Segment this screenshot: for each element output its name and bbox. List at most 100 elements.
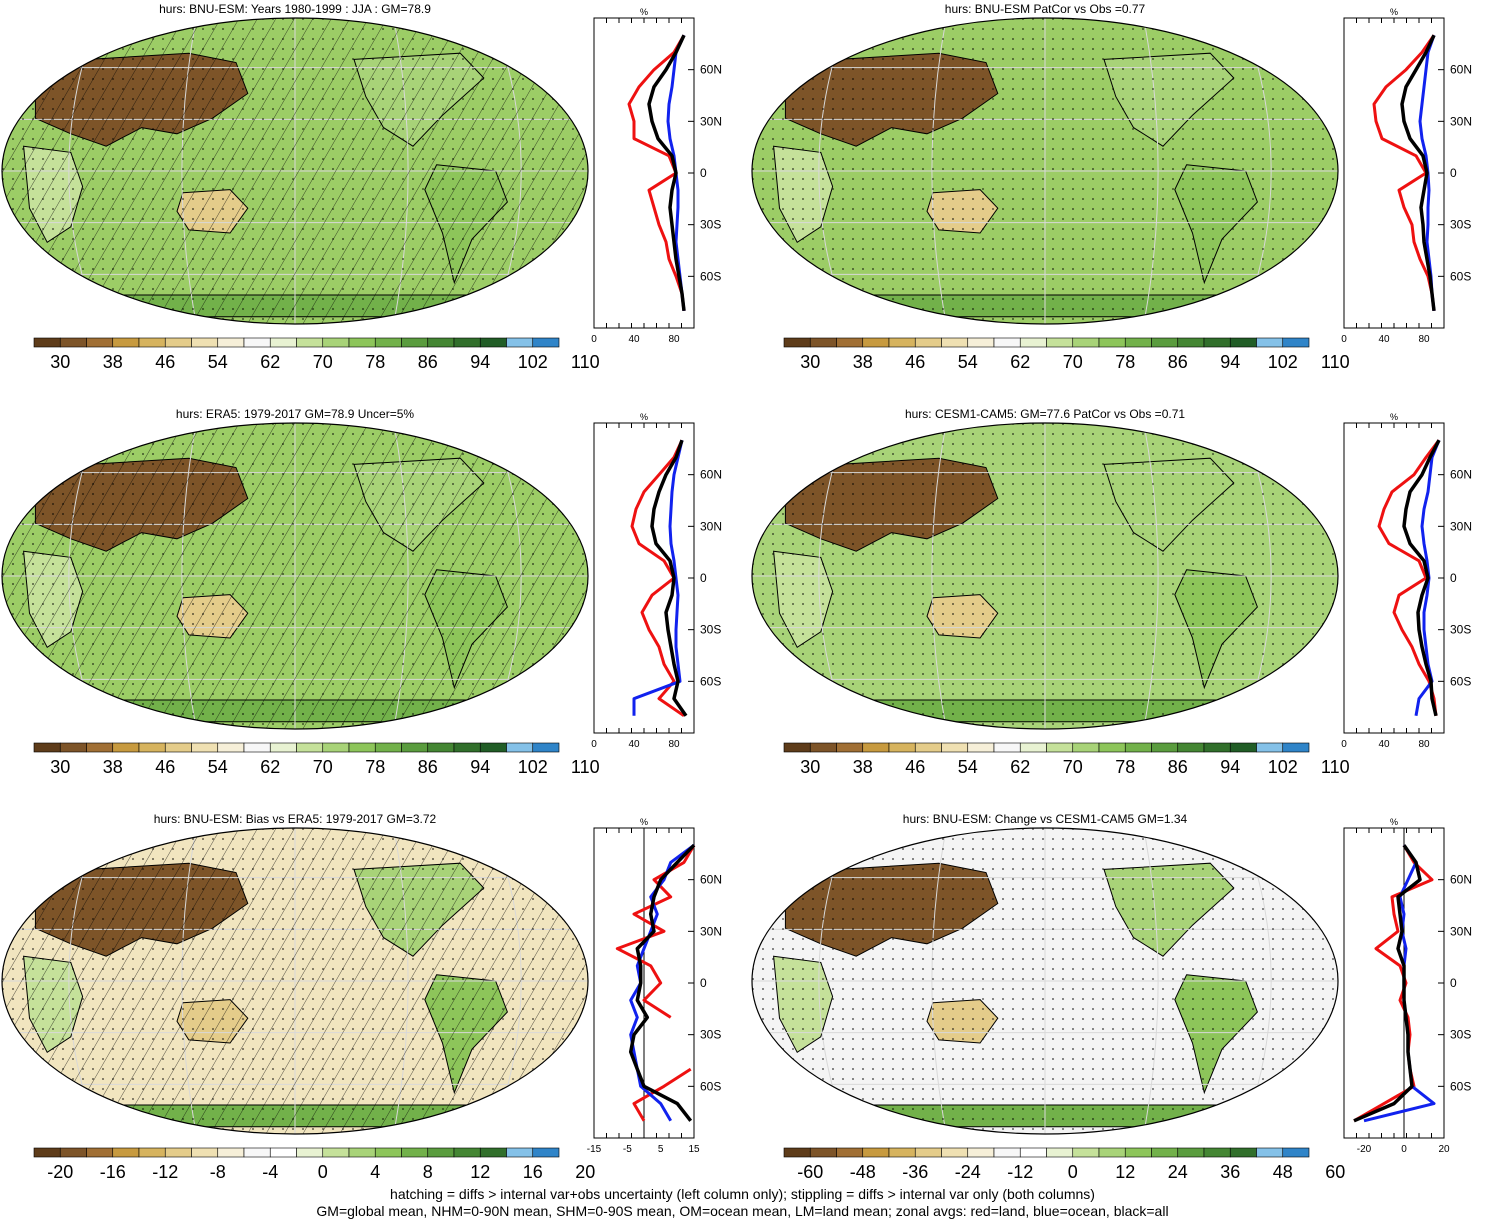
map-border bbox=[751, 827, 1339, 1135]
colorbar-label: 86 bbox=[1168, 352, 1188, 372]
colorbar-label: 38 bbox=[853, 352, 873, 372]
footer-line-1: hatching = diffs > internal var+obs unce… bbox=[390, 1186, 1095, 1202]
colorbar-swatch bbox=[112, 742, 140, 753]
robinson-map bbox=[751, 17, 1339, 325]
colorbar-swatch bbox=[532, 742, 560, 753]
zonal-lat-label: 60N bbox=[1450, 468, 1472, 482]
colorbar-label: 16 bbox=[523, 1162, 543, 1182]
map-border bbox=[1, 17, 589, 325]
zonal-unit: % bbox=[640, 817, 648, 827]
colorbar-label: 30 bbox=[50, 757, 70, 777]
zonal-lat-label: 30S bbox=[700, 1028, 721, 1042]
colorbar-swatch bbox=[427, 1147, 455, 1158]
colorbar-label: 78 bbox=[365, 352, 385, 372]
colorbar-swatch bbox=[112, 337, 140, 348]
map-border bbox=[1, 422, 589, 730]
colorbar-label: 46 bbox=[155, 757, 175, 777]
colorbar-swatch bbox=[138, 337, 166, 348]
zonal-lat-label: 60N bbox=[700, 873, 722, 887]
colorbar-swatch bbox=[138, 1147, 166, 1158]
colorbar-label: -36 bbox=[902, 1162, 928, 1182]
colorbar-swatch bbox=[33, 337, 61, 348]
colorbar-label: 0 bbox=[1068, 1162, 1078, 1182]
map-border bbox=[751, 422, 1339, 730]
colorbar-swatch bbox=[1151, 1147, 1179, 1158]
stippling-overlay bbox=[752, 828, 1338, 1134]
colorbar-swatch bbox=[427, 337, 455, 348]
colorbar-swatch bbox=[59, 1147, 87, 1158]
colorbar-swatch bbox=[138, 742, 166, 753]
colorbar-swatch bbox=[993, 337, 1021, 348]
colorbar-label: 54 bbox=[958, 352, 978, 372]
zonal-unit: % bbox=[1390, 412, 1398, 422]
colorbar-swatch bbox=[191, 337, 219, 348]
zonal-x-tick-label: 80 bbox=[1418, 739, 1430, 750]
colorbar-swatch bbox=[1177, 742, 1205, 753]
zonal-lat-label: 60N bbox=[1450, 63, 1472, 77]
colorbar-swatch bbox=[862, 742, 890, 753]
zonal-frame bbox=[593, 422, 695, 734]
colorbar-label: 86 bbox=[418, 352, 438, 372]
colorbar-label: 46 bbox=[905, 352, 925, 372]
zonal-land-line bbox=[1377, 439, 1441, 716]
robinson-map bbox=[1, 422, 589, 730]
colorbar-swatch bbox=[862, 337, 890, 348]
zonal-x-tick-label: 80 bbox=[668, 334, 680, 345]
colorbar-label: 110 bbox=[1321, 352, 1350, 372]
zonal-lat-label: 60S bbox=[700, 674, 721, 688]
colorbar-label: 70 bbox=[313, 757, 333, 777]
colorbar-label: 38 bbox=[853, 757, 873, 777]
colorbar-swatch bbox=[1098, 337, 1126, 348]
colorbar-swatch bbox=[217, 742, 245, 753]
colorbar-swatch bbox=[374, 742, 402, 753]
colorbar-label: 46 bbox=[905, 757, 925, 777]
zonal-all-line bbox=[1353, 844, 1422, 1123]
panel-title: hurs: CESM1-CAM5: GM=77.6 PatCor vs Obs … bbox=[904, 407, 1186, 421]
colorbar-swatch bbox=[1282, 742, 1310, 753]
colorbar-swatch bbox=[243, 742, 271, 753]
colorbar-label: 62 bbox=[260, 757, 280, 777]
colorbar-swatch bbox=[322, 337, 350, 348]
colorbar-swatch bbox=[296, 1147, 324, 1158]
zonal-lat-label: 0 bbox=[700, 976, 707, 990]
zonal-all-line bbox=[647, 34, 686, 312]
colorbar-label: 38 bbox=[103, 757, 123, 777]
colorbar-swatch bbox=[888, 1147, 916, 1158]
colorbar-swatch bbox=[1098, 742, 1126, 753]
colorbar-swatch bbox=[1203, 1147, 1231, 1158]
colorbar-label: 8 bbox=[423, 1162, 433, 1182]
colorbar-swatch bbox=[783, 1147, 811, 1158]
colorbar-label: 38 bbox=[103, 352, 123, 372]
colorbar-swatch bbox=[348, 337, 376, 348]
colorbar-swatch bbox=[809, 337, 837, 348]
robinson-map bbox=[751, 827, 1339, 1135]
zonal-lat-label: 30S bbox=[1450, 1028, 1471, 1042]
stippling-overlay bbox=[752, 423, 1338, 729]
zonal-x-tick-label: 15 bbox=[688, 1144, 700, 1155]
zonal-x-tick-label: -20 bbox=[1357, 1144, 1372, 1155]
colorbar-swatch bbox=[967, 742, 995, 753]
zonal-lat-label: 0 bbox=[1450, 976, 1457, 990]
colorbar-swatch bbox=[269, 337, 297, 348]
colorbar-label: 12 bbox=[470, 1162, 490, 1182]
colorbar-swatch bbox=[322, 1147, 350, 1158]
zonal-lat-label: 60S bbox=[1450, 674, 1471, 688]
zonal-lat-label: 0 bbox=[1450, 571, 1457, 585]
colorbar-swatch bbox=[348, 742, 376, 753]
zonal-lat-label: 0 bbox=[1450, 166, 1457, 180]
colorbar-label: 62 bbox=[1010, 757, 1030, 777]
colorbar-label: -48 bbox=[850, 1162, 876, 1182]
zonal-lat-label: 30S bbox=[1450, 218, 1471, 232]
colorbar-label: 110 bbox=[1321, 757, 1350, 777]
colorbar-swatch bbox=[59, 742, 87, 753]
colorbar-label: 54 bbox=[208, 757, 228, 777]
colorbar-swatch bbox=[836, 742, 864, 753]
colorbar-label: 78 bbox=[365, 757, 385, 777]
colorbar: -20 -16 -12 -8 -4 0 4 8 12 16 20 bbox=[33, 1147, 595, 1182]
zonal-x-tick-label: -5 bbox=[623, 1144, 632, 1155]
colorbar-label: 94 bbox=[470, 757, 490, 777]
colorbar-label: 110 bbox=[571, 352, 600, 372]
zonal-lat-label: 60S bbox=[700, 1079, 721, 1093]
zonal-x-tick-label: 5 bbox=[658, 1144, 664, 1155]
colorbar-label: 102 bbox=[1268, 352, 1298, 372]
